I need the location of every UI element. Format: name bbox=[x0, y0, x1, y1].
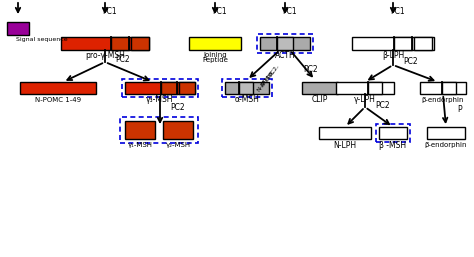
Bar bbox=[319, 127, 371, 139]
Text: PC2: PC2 bbox=[376, 100, 390, 109]
Text: PC2: PC2 bbox=[404, 58, 419, 67]
Text: PC1: PC1 bbox=[391, 6, 405, 15]
Text: CPE,: CPE, bbox=[264, 68, 276, 82]
Bar bbox=[20, 82, 96, 94]
Text: PC2,: PC2, bbox=[268, 63, 280, 77]
Bar bbox=[163, 121, 193, 139]
Bar bbox=[442, 82, 456, 94]
Text: N-AT: N-AT bbox=[256, 78, 268, 92]
Bar bbox=[189, 37, 241, 50]
Bar bbox=[352, 37, 434, 50]
Bar bbox=[394, 37, 412, 50]
Bar bbox=[427, 127, 465, 139]
Text: β-endorphin: β-endorphin bbox=[422, 97, 464, 103]
Text: ACTH: ACTH bbox=[274, 51, 295, 60]
Bar bbox=[336, 82, 394, 94]
Bar bbox=[161, 82, 177, 94]
Text: γ₃-MSH: γ₃-MSH bbox=[146, 96, 174, 105]
Text: Joining: Joining bbox=[203, 52, 227, 58]
Text: Peptide: Peptide bbox=[202, 57, 228, 63]
Bar bbox=[125, 121, 155, 139]
Text: PC2: PC2 bbox=[116, 54, 130, 63]
Bar bbox=[61, 37, 149, 50]
Bar bbox=[414, 37, 432, 50]
Bar bbox=[179, 82, 195, 94]
Text: γ-LPH: γ-LPH bbox=[354, 96, 376, 105]
Text: PC2: PC2 bbox=[304, 65, 319, 74]
Bar bbox=[222, 79, 272, 97]
Text: β -MSH: β -MSH bbox=[380, 141, 407, 150]
Bar bbox=[122, 79, 198, 97]
Text: Signal sequence: Signal sequence bbox=[16, 36, 68, 41]
Bar bbox=[379, 127, 407, 139]
Text: pro-γ-MSH: pro-γ-MSH bbox=[85, 51, 125, 60]
Bar bbox=[7, 22, 29, 35]
Text: P: P bbox=[458, 105, 462, 114]
Bar bbox=[302, 82, 338, 94]
Bar bbox=[131, 37, 149, 50]
Text: PAM,: PAM, bbox=[260, 72, 273, 88]
Text: β-endorphin: β-endorphin bbox=[425, 142, 467, 148]
Text: N-LPH: N-LPH bbox=[333, 141, 356, 150]
Text: PC1: PC1 bbox=[283, 6, 297, 15]
Text: CLIP: CLIP bbox=[312, 96, 328, 105]
Text: γ₁-MSH: γ₁-MSH bbox=[128, 142, 153, 148]
Text: β-LPH: β-LPH bbox=[382, 51, 404, 60]
Text: γ₂-MSH: γ₂-MSH bbox=[165, 142, 191, 148]
Bar bbox=[120, 117, 198, 143]
Bar bbox=[239, 82, 253, 94]
Bar bbox=[376, 124, 410, 142]
Bar bbox=[111, 37, 129, 50]
Bar bbox=[125, 82, 195, 94]
Bar bbox=[277, 37, 293, 50]
Text: N-POMC 1-49: N-POMC 1-49 bbox=[35, 97, 81, 103]
Bar bbox=[225, 82, 269, 94]
Text: PC1: PC1 bbox=[213, 6, 228, 15]
Text: PC1: PC1 bbox=[103, 6, 117, 15]
Bar bbox=[420, 82, 466, 94]
Bar bbox=[257, 34, 313, 53]
Text: PC2: PC2 bbox=[171, 104, 185, 113]
Bar bbox=[260, 37, 310, 50]
Bar bbox=[368, 82, 382, 94]
Text: α-MSH: α-MSH bbox=[235, 96, 259, 105]
